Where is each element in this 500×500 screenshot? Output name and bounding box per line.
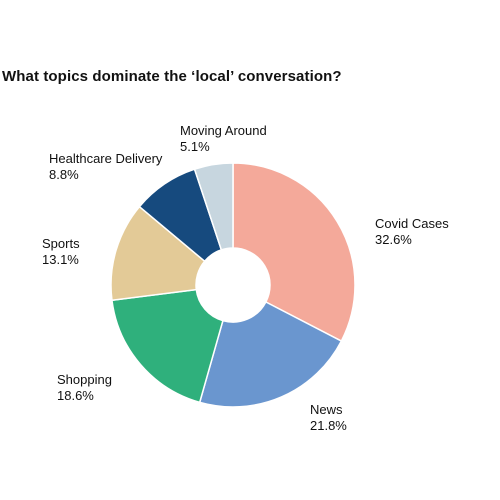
slice-shopping xyxy=(111,288,224,404)
slice-covid-cases xyxy=(232,162,356,343)
label-news: News xyxy=(310,402,343,417)
label-moving-around: Moving Around xyxy=(180,123,267,138)
slice-moving-around xyxy=(193,162,234,251)
label-covid-cases: Covid Cases xyxy=(375,216,449,231)
value-shopping: 18.6% xyxy=(57,388,94,403)
slice-news xyxy=(198,300,343,408)
chart-title: What topics dominate the ‘local’ convers… xyxy=(2,68,342,85)
value-covid-cases: 32.6% xyxy=(375,232,412,247)
value-sports: 13.1% xyxy=(42,252,79,267)
label-shopping: Shopping xyxy=(57,372,112,387)
label-healthcare-delivery: Healthcare Delivery xyxy=(49,151,163,166)
label-sports: Sports xyxy=(42,236,80,251)
slices-group xyxy=(110,162,356,408)
value-moving-around: 5.1% xyxy=(180,139,210,154)
value-healthcare-delivery: 8.8% xyxy=(49,167,79,182)
value-news: 21.8% xyxy=(310,418,347,433)
